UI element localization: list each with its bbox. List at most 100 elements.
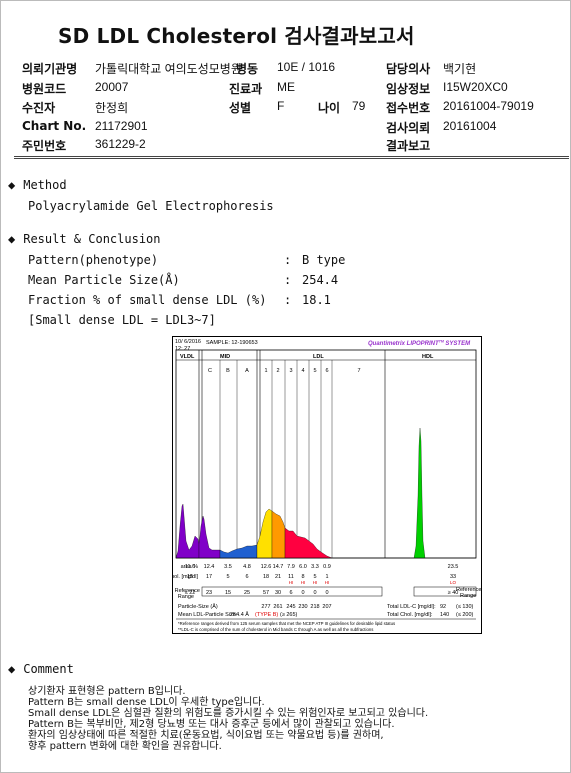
footnote-2: **LDL-C is comprised of the sum of chole… — [178, 627, 373, 632]
ref-range-right-label-2: Range — [460, 593, 476, 599]
department-value: ME — [277, 80, 295, 94]
chol-value: 1 — [325, 574, 328, 580]
pattern-colon: : — [284, 253, 292, 267]
report-label: 결과보고 — [386, 139, 431, 153]
group-label-mid: MID — [220, 354, 230, 360]
mean-size-type: (TYPE B) — [255, 612, 278, 618]
particle-size-value: 245 — [286, 604, 295, 610]
chol-value: 6 — [245, 574, 248, 580]
particle-size-label: Mean Particle Size(Å) — [28, 273, 180, 287]
ref-range-value: 30 — [275, 590, 281, 596]
particle-size-value: 261 — [273, 604, 282, 610]
rrn-label: 주민번호 — [22, 139, 67, 153]
particle-size-value: 230 — [298, 604, 307, 610]
rrn-value: 361229-2 — [95, 137, 146, 151]
curve-vldl — [175, 503, 200, 559]
request-value: 20161004 — [443, 119, 497, 133]
chol-flag: HI — [301, 580, 306, 585]
header-divider-2 — [14, 158, 569, 159]
area-value: 23.5 — [448, 564, 459, 570]
chart-brand: Quantimetrix LIPOPRINTTM SYSTEM — [368, 340, 471, 348]
comment-line: Pattern B는 복부비만, 제2형 당뇨병 또는 대사 증후군 등에서 많… — [28, 719, 395, 730]
ref-range-value: 15 — [225, 590, 231, 596]
age-label: 나이 — [318, 101, 341, 115]
age-value: 79 — [352, 99, 366, 113]
area-value: 0.9 — [323, 564, 331, 570]
clinical-label: 임상정보 — [386, 82, 431, 96]
chol-value: 33 — [450, 574, 456, 580]
band-label-ldl: 7 — [357, 368, 360, 374]
institution-value: 가톨릭대학교 여의도성모병원 — [95, 62, 242, 76]
mean-size-label: Mean LDL-Particle Size: — [178, 612, 238, 618]
mean-size-ref: (≥ 265) — [280, 612, 298, 618]
curve-hdl — [413, 427, 426, 559]
ref-range-value: 0 — [325, 590, 328, 596]
group-label-vldl: VLDL — [180, 354, 195, 360]
patient-label: 수진자 — [22, 101, 56, 115]
particle-size-label: Particle-Size (Å) — [178, 603, 218, 610]
chol-flag: HI — [289, 580, 294, 585]
chol-value: 21 — [275, 574, 281, 580]
chart-time: 12: 27 — [175, 346, 190, 352]
request-label: 검사의뢰 — [386, 121, 431, 135]
chol-value: 15 — [187, 574, 193, 580]
pattern-label: Pattern(phenotype) — [28, 253, 159, 267]
group-label-ldl: LDL — [313, 354, 324, 360]
lipoprint-chart: 10/ 6/2016 12: 27 SAMPLE: 12-190653 Quantim… — [168, 336, 482, 634]
mean-size-value: 254.4 Å — [230, 611, 249, 618]
area-value: 14.7 — [273, 564, 284, 570]
fraction-label: Fraction % of small dense LDL (%) — [28, 293, 267, 307]
chol-value: 11 — [288, 574, 294, 580]
row-label-area: area % — [181, 564, 199, 570]
particle-size-colon: : — [284, 273, 292, 287]
chart-no-label: Chart No. — [22, 119, 87, 133]
ref-range-value: 0 — [313, 590, 316, 596]
chol-flag: HI — [313, 580, 318, 585]
comment-line: Pattern B는 small dense LDL이 우세한 type입니다. — [28, 697, 265, 708]
result-heading: ◆ Result & Conclusion — [8, 232, 161, 246]
band-label-mid: C — [208, 368, 212, 374]
row-label-ref-2: Range — [178, 594, 194, 600]
ward-value: 10E / 1016 — [277, 60, 336, 74]
report-title: SD LDL Cholesterol 검사결과보고서 — [58, 24, 415, 48]
doctor-value: 백기현 — [443, 62, 477, 76]
total-chol-label: Total Chol. [mg/dl]: — [387, 612, 433, 618]
chol-value: 8 — [301, 574, 304, 580]
chol-value: 5 — [313, 574, 316, 580]
hospital-code-label: 병원코드 — [22, 82, 67, 96]
area-value: 12.4 — [204, 564, 215, 570]
chol-value: 18 — [263, 574, 269, 580]
ref-range-box — [201, 586, 383, 597]
chol-value: 17 — [206, 574, 212, 580]
diamond-bullet-icon: ◆ — [8, 232, 16, 246]
area-value: 3.3 — [311, 564, 319, 570]
area-value: 6.0 — [299, 564, 307, 570]
fraction-colon: : — [284, 293, 292, 307]
ref-range-value: ≤ 22 — [185, 590, 196, 596]
ref-range-box-hdl — [413, 586, 477, 597]
total-ldl-ref: (≤ 130) — [456, 604, 474, 610]
ref-range-value: 25 — [244, 590, 250, 596]
sex-label: 성별 — [229, 101, 252, 115]
area-value: 12.6 — [261, 564, 272, 570]
patient-value: 한정희 — [95, 101, 129, 115]
group-label-hdl: HDL — [422, 354, 434, 360]
total-ldl-label: Total LDL-C [mg/dl]: — [387, 604, 436, 610]
ref-range-value: 0 — [301, 590, 304, 596]
particle-size-value: 254.4 — [302, 273, 339, 287]
chol-flag: LO — [450, 580, 457, 585]
comment-line: Small dense LDL은 심혈관 질환의 위험도를 증가시킬 수 있는 … — [28, 708, 429, 719]
particle-size-value: 218 — [310, 604, 319, 610]
footnote-1: *Reference ranges derived from 125 serum… — [178, 621, 395, 626]
clinical-value: I15W20XC0 — [443, 80, 508, 94]
area-value: 11.0 — [185, 564, 195, 570]
ref-range-value: ≥ 40 — [448, 590, 459, 596]
band-label-ldl: 5 — [313, 368, 316, 374]
chart-date: 10/ 6/2016 — [175, 339, 201, 345]
receipt-label: 접수번호 — [386, 101, 431, 115]
band-label-mid: A — [245, 368, 249, 374]
band-label-ldl: 6 — [325, 368, 328, 374]
fraction-value: 18.1 — [302, 293, 331, 307]
ward-label: 병동 — [236, 62, 259, 76]
